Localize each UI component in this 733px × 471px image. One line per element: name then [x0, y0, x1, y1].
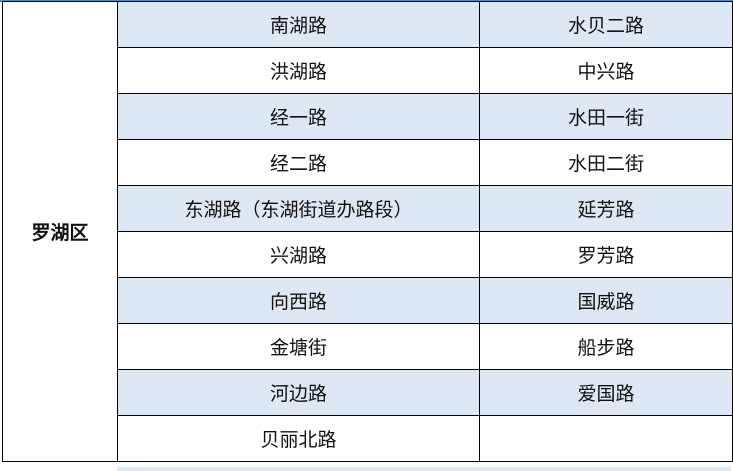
- table-row: 向西路 国威路: [3, 277, 733, 324]
- road-cell-right: 国威路: [479, 277, 733, 324]
- road-cell-right: 延芳路: [479, 185, 733, 232]
- road-table: 罗湖区 南湖路 水贝二路 洪湖路 中兴路 经一路 水田一街 经二路 水田二街 东湖路（东湖街道办路…: [2, 1, 733, 462]
- road-cell-left: 河边路: [117, 369, 480, 416]
- road-cell-right: 水田二街: [479, 139, 733, 186]
- road-cell-right: 爱国路: [479, 369, 733, 416]
- table-row: 经二路 水田二街: [3, 139, 733, 186]
- road-cell-left: 金塘街: [117, 323, 480, 370]
- road-cell-right: 水贝二路: [479, 1, 733, 48]
- road-cell-right: 中兴路: [479, 47, 733, 94]
- road-cell-left: 兴湖路: [117, 231, 480, 278]
- table-row: 贝丽北路: [3, 415, 733, 462]
- road-cell-left: 洪湖路: [117, 47, 480, 94]
- table-row: 经一路 水田一街: [3, 93, 733, 140]
- table-row: 东湖路（东湖街道办路段） 延芳路: [3, 185, 733, 232]
- road-cell-left: 南湖路: [117, 1, 480, 48]
- road-cell-left: 向西路: [117, 277, 480, 324]
- next-row-sliver: [117, 467, 731, 471]
- table-row: 河边路 爱国路: [3, 369, 733, 416]
- road-cell-right: 船步路: [479, 323, 733, 370]
- table-row: 罗湖区 南湖路 水贝二路: [2, 1, 733, 462]
- table-row: 金塘街 船步路: [3, 323, 733, 370]
- road-cell-left: 贝丽北路: [117, 415, 480, 462]
- road-cell-right: 水田一街: [479, 93, 733, 140]
- road-cell-right: 罗芳路: [479, 231, 733, 278]
- road-cell-left: 经二路: [117, 139, 480, 186]
- road-cell-left: 经一路: [117, 93, 480, 140]
- district-cell: 罗湖区: [2, 1, 118, 462]
- road-cell-right: [479, 415, 733, 462]
- table-row: 洪湖路 中兴路: [3, 47, 733, 94]
- road-cell-left: 东湖路（东湖街道办路段）: [117, 185, 480, 232]
